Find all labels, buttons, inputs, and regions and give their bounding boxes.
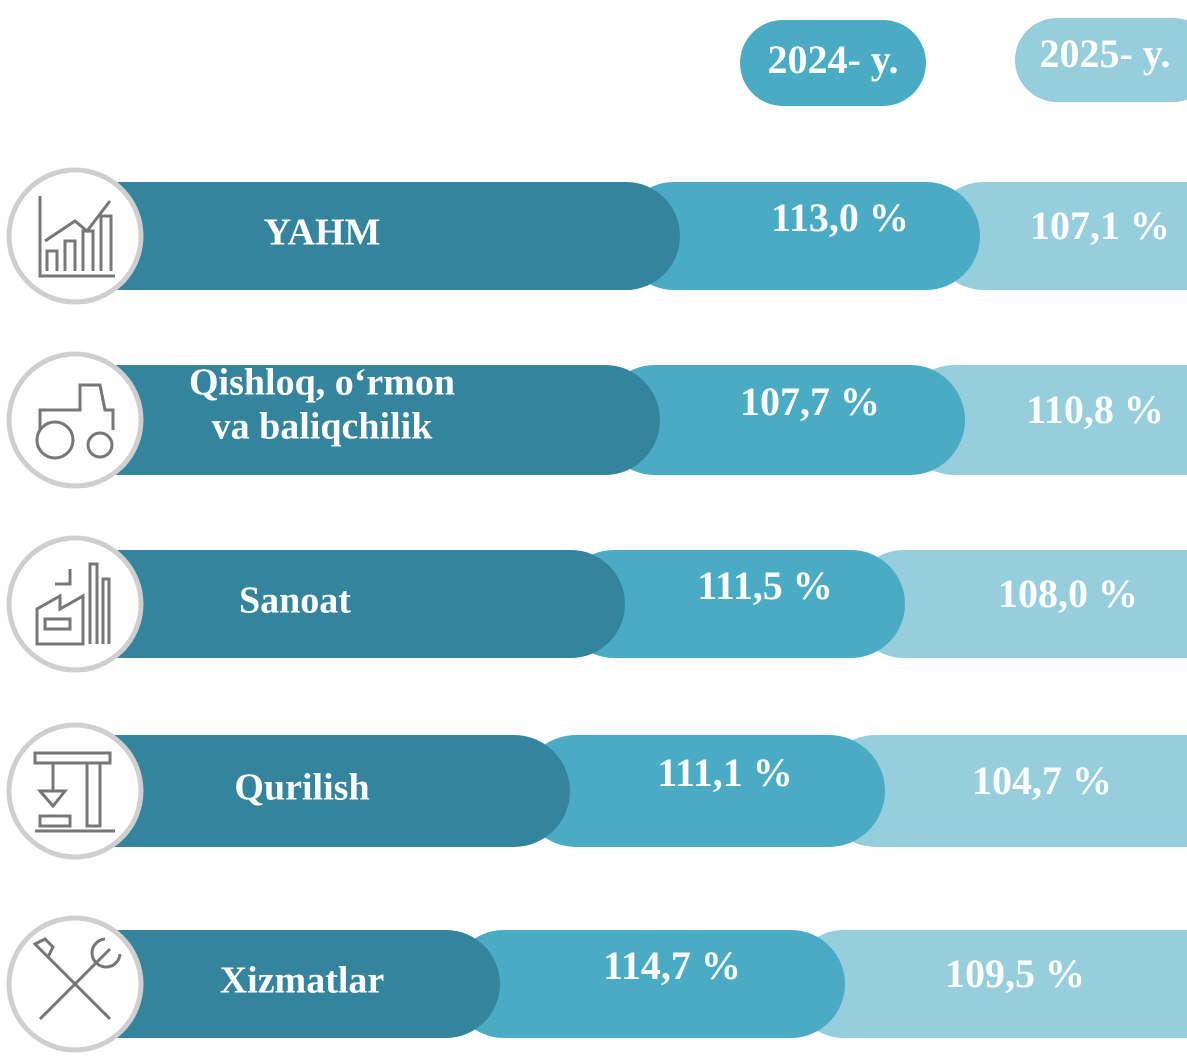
pill-2024 bbox=[600, 365, 965, 475]
row-label: Sanoat bbox=[239, 580, 351, 622]
pill-2025 bbox=[820, 735, 1187, 847]
pill-2025 bbox=[790, 930, 1187, 1038]
icon-circle bbox=[6, 351, 144, 489]
pill-2024 bbox=[450, 930, 845, 1038]
pill-2025 bbox=[930, 182, 1187, 290]
pill-label bbox=[40, 182, 680, 290]
pill-label bbox=[40, 365, 660, 475]
icon bbox=[35, 383, 115, 460]
value-2025: 110,8 % bbox=[1026, 387, 1164, 432]
header-pill-2025 bbox=[1015, 18, 1187, 102]
pill-2024 bbox=[560, 550, 905, 658]
pill-label bbox=[40, 735, 570, 847]
value-2024: 111,5 % bbox=[697, 563, 833, 608]
pill-label bbox=[40, 550, 625, 658]
row-label: YAHM bbox=[264, 212, 381, 254]
pill-2024 bbox=[520, 735, 885, 847]
row-label: Qurilish bbox=[234, 767, 369, 809]
value-2025: 108,0 % bbox=[998, 571, 1138, 616]
value-2024: 107,7 % bbox=[740, 379, 880, 424]
pill-2025 bbox=[900, 365, 1187, 475]
header-2025: 2025- y. bbox=[1039, 31, 1170, 76]
row-label: Xizmatlar bbox=[220, 960, 385, 1002]
row-label: Qishloq, o‘rmon bbox=[189, 362, 455, 404]
icon-circle bbox=[6, 167, 144, 305]
value-2024: 111,1 % bbox=[657, 750, 793, 795]
header-pill-2024 bbox=[740, 20, 926, 106]
icon bbox=[33, 751, 115, 833]
row-label: va baliqchilik bbox=[212, 406, 434, 448]
pill-2025 bbox=[850, 550, 1187, 658]
value-2024: 113,0 % bbox=[771, 195, 909, 240]
header-2024: 2024- y. bbox=[767, 37, 898, 82]
icon-circle bbox=[6, 722, 144, 860]
value-2025: 109,5 % bbox=[945, 951, 1085, 996]
icon-circle bbox=[6, 535, 144, 673]
value-2024: 114,7 % bbox=[603, 943, 741, 988]
value-2025: 107,1 % bbox=[1030, 203, 1170, 248]
value-2025: 104,7 % bbox=[972, 758, 1112, 803]
icon bbox=[35, 562, 111, 646]
icon bbox=[32, 937, 122, 1021]
pill-2024 bbox=[620, 182, 980, 290]
pill-label bbox=[40, 930, 500, 1038]
icon bbox=[38, 196, 115, 278]
